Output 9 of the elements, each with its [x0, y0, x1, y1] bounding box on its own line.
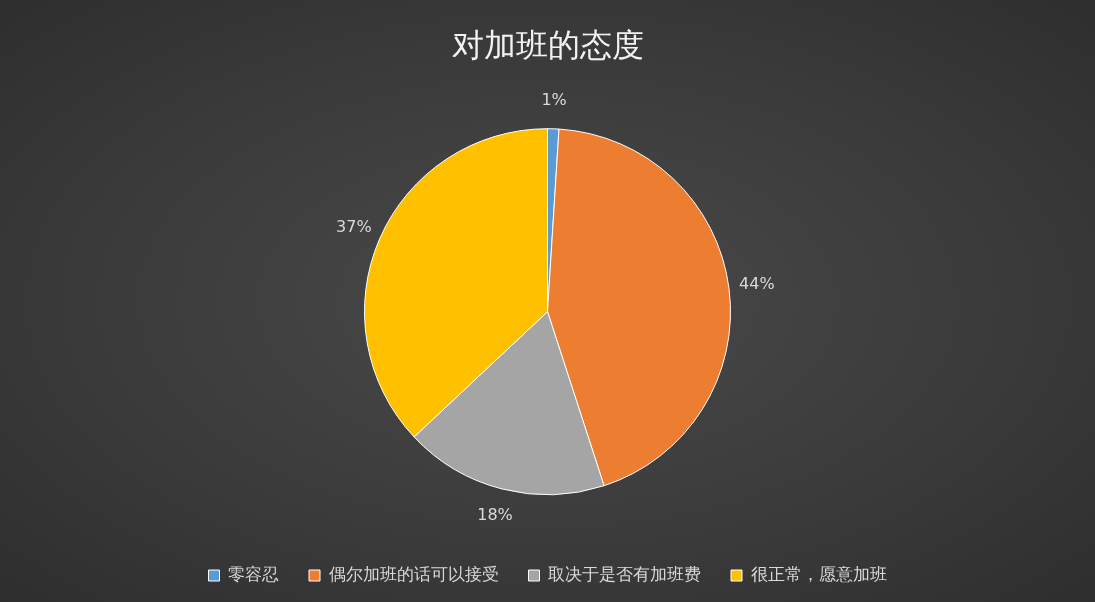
data-label: 37% — [336, 217, 372, 237]
chart-title: 对加班的态度 — [451, 25, 644, 64]
legend-label: 很正常，愿意加班 — [750, 563, 887, 584]
data-label: 18% — [477, 505, 513, 525]
data-label: 1% — [541, 89, 567, 109]
legend-label: 零容忍 — [228, 563, 279, 584]
data-label: 44% — [739, 274, 775, 294]
legend-label: 取决于是否有加班费 — [548, 563, 701, 584]
legend-label: 偶尔加班的话可以接受 — [328, 563, 499, 584]
